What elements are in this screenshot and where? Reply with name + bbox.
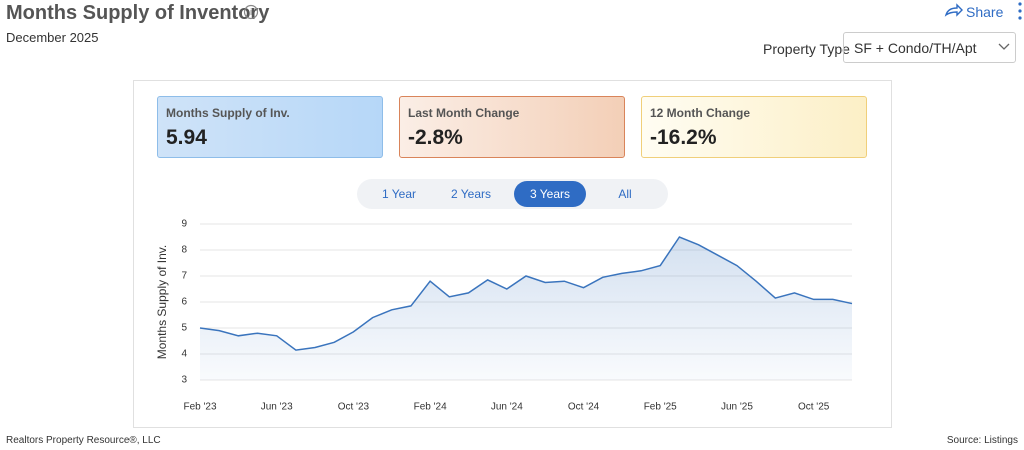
subtitle: December 2025 [6, 30, 99, 45]
footer-right: Source: Listings [946, 435, 1018, 446]
card-value: -2.8% [408, 126, 463, 149]
card: Months Supply of Inv. 5.94 [157, 96, 383, 158]
menu-icon [1018, 2, 1022, 20]
tab[interactable]: 1 Year [381, 187, 417, 201]
filter-select[interactable]: SF + Condo/TH/Apt [843, 32, 1016, 63]
card: 12 Month Change -16.2% [641, 96, 867, 158]
tab[interactable]: 2 Years [450, 187, 492, 201]
filter-label: Property Type [763, 41, 850, 57]
share-icon [944, 3, 963, 17]
card-label: Months Supply of Inv. [166, 106, 290, 120]
share-button[interactable]: Share [966, 4, 1004, 20]
tab[interactable]: 3 Years [514, 181, 586, 207]
footer-left: Realtors Property Resource®, LLC [6, 435, 161, 446]
tab-bar: 1 Year 2 Years 3 Years All [357, 179, 668, 209]
card: Last Month Change -2.8% [399, 96, 625, 158]
page-title: Months Supply of Inventory [6, 2, 270, 24]
tab[interactable]: All [618, 187, 632, 201]
card-value: 5.94 [166, 126, 207, 149]
card-label: 12 Month Change [650, 106, 751, 120]
card-value: -16.2% [650, 126, 717, 149]
card-label: Last Month Change [408, 106, 520, 120]
panel [133, 80, 892, 428]
